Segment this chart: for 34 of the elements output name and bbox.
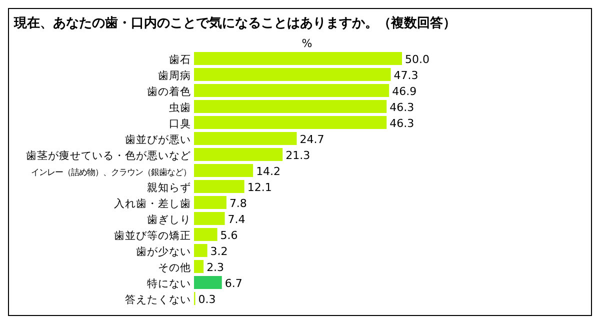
category-label: 歯並びが悪い: [125, 134, 191, 146]
value-label: 2.3: [206, 261, 224, 274]
value-label: 7.4: [228, 213, 246, 226]
category-label: 虫歯: [169, 102, 191, 114]
value-label: 21.3: [286, 149, 310, 162]
category-label: 答えたくない: [125, 294, 191, 306]
value-label: 14.2: [256, 165, 281, 178]
value-label: 0.3: [198, 293, 216, 306]
category-label: その他: [158, 262, 191, 274]
category-label: インレー（詰め物）、クラウン（銀歯など）: [31, 167, 191, 177]
category-label: 歯が少ない: [136, 246, 191, 258]
value-label: 7.8: [229, 197, 247, 210]
category-label: 親知らず: [147, 182, 191, 194]
value-label: 46.3: [390, 117, 414, 130]
value-label: 6.7: [224, 277, 242, 290]
value-label: 47.3: [394, 69, 418, 82]
value-label: 12.1: [247, 181, 272, 194]
value-label: 3.2: [210, 245, 228, 258]
category-label: 口臭: [169, 118, 191, 130]
value-label: 46.3: [390, 101, 414, 114]
category-label: 特にない: [147, 278, 191, 290]
category-label: 歯周病: [158, 70, 191, 82]
category-label: 入れ歯・差し歯: [114, 198, 191, 210]
category-label: 歯石: [169, 54, 191, 66]
category-label: 歯茎が痩せている・色が悪いなど: [26, 150, 191, 162]
value-label: 50.0: [405, 53, 430, 66]
value-label: 46.9: [392, 85, 417, 98]
value-label: 24.7: [300, 133, 324, 146]
value-label: 5.6: [220, 229, 238, 242]
xlabel: %: [302, 37, 312, 50]
category-label: 歯ぎしり: [147, 214, 191, 226]
category-label: 歯の着色: [147, 86, 191, 98]
category-label: 歯並び等の矯正: [114, 230, 191, 242]
title: 現在、あなたの歯・口内のことで気になることはありますか。（複数回答）: [14, 16, 456, 31]
